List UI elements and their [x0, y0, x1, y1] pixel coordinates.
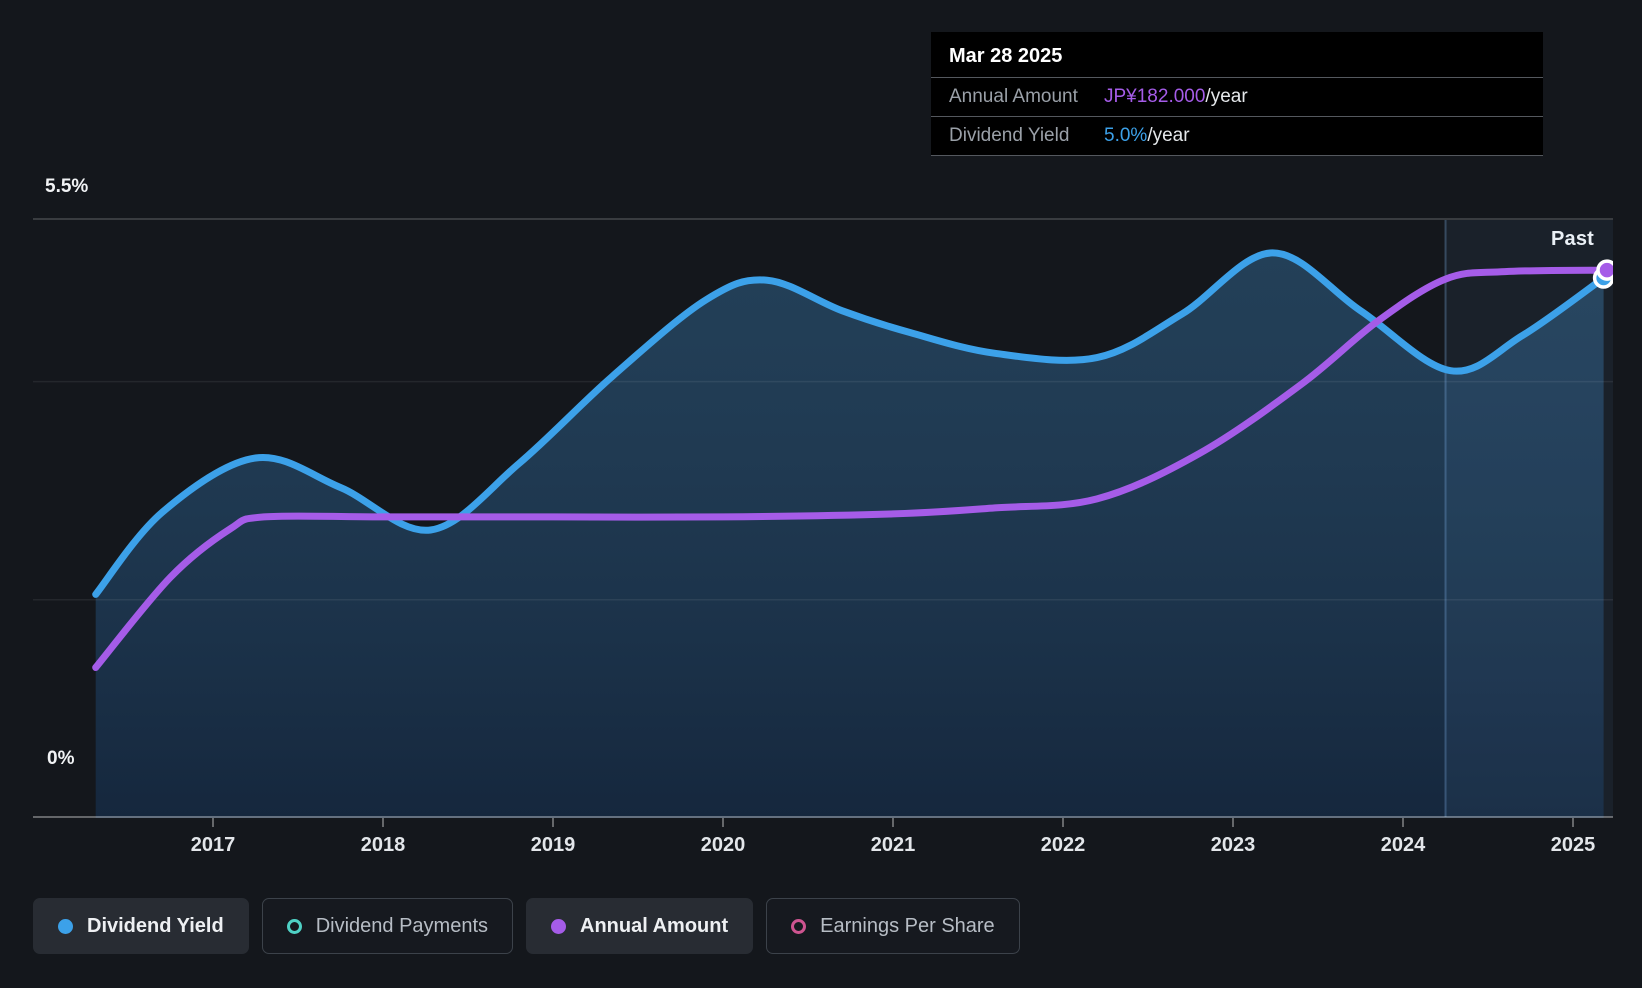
y-axis-max-label: 5.5%	[45, 176, 89, 197]
annual-amount-dot-icon	[551, 918, 567, 934]
tooltip-value: JP¥182.000	[1104, 86, 1206, 107]
tooltip-suffix: /year	[1205, 86, 1248, 107]
gridlines	[33, 380, 1613, 601]
x-axis-year-label: 2017	[190, 834, 236, 856]
annual-amount-end-marker	[1596, 259, 1613, 281]
x-axis-year-label: 2021	[870, 834, 916, 856]
tooltip-label: Annual Amount	[949, 86, 1078, 107]
x-axis-year-label: 2023	[1210, 834, 1256, 856]
tooltip-suffix: /year	[1147, 125, 1190, 146]
x-axis-year-label: 2024	[1380, 834, 1426, 856]
legend-label: Dividend Yield	[87, 914, 224, 937]
chart-tooltip: Mar 28 2025 Annual Amount JP¥182.000/yea…	[931, 32, 1543, 156]
past-region-highlight	[1445, 220, 1613, 817]
tooltip-date: Mar 28 2025	[931, 32, 1543, 78]
x-axis-year-label: 2018	[360, 834, 406, 856]
x-axis-year-label: 2019	[530, 834, 576, 856]
x-axis-year-label: 2020	[700, 834, 746, 856]
tooltip-label: Dividend Yield	[949, 125, 1070, 146]
tooltip-value: 5.0%	[1104, 125, 1148, 146]
x-axis-year-label: 2022	[1040, 834, 1086, 856]
tooltip-row-dividend-yield: Dividend Yield 5.0%/year	[931, 117, 1543, 156]
earnings-per-share-ring-icon	[791, 918, 807, 934]
past-region-label: Past	[1551, 228, 1594, 251]
dividend-chart-plot[interactable]	[33, 218, 1613, 830]
dividend-yield-line	[92, 249, 1608, 598]
legend-button-dividend-payments[interactable]: Dividend Payments	[261, 898, 514, 954]
x-axis-year-label: 2025	[1550, 834, 1596, 856]
dividend-yield-dot-icon	[58, 918, 73, 934]
chart-legend: Dividend Yield Dividend Payments Annual …	[33, 898, 1020, 954]
legend-label: Earnings Per Share	[820, 914, 995, 937]
legend-label: Annual Amount	[580, 914, 729, 937]
legend-button-earnings-per-share[interactable]: Earnings Per Share	[766, 898, 1020, 954]
tooltip-row-annual-amount: Annual Amount JP¥182.000/year	[931, 78, 1543, 117]
annual-amount-line	[92, 266, 1611, 671]
legend-label: Dividend Payments	[315, 914, 489, 937]
legend-button-annual-amount[interactable]: Annual Amount	[526, 898, 754, 954]
dividend-payments-ring-icon	[286, 918, 302, 934]
y-axis-min-label: 0%	[47, 748, 75, 769]
x-axis-ticks	[212, 818, 1574, 827]
dividend-yield-area-fill	[95, 252, 1604, 818]
legend-button-dividend-yield[interactable]: Dividend Yield	[33, 898, 249, 954]
